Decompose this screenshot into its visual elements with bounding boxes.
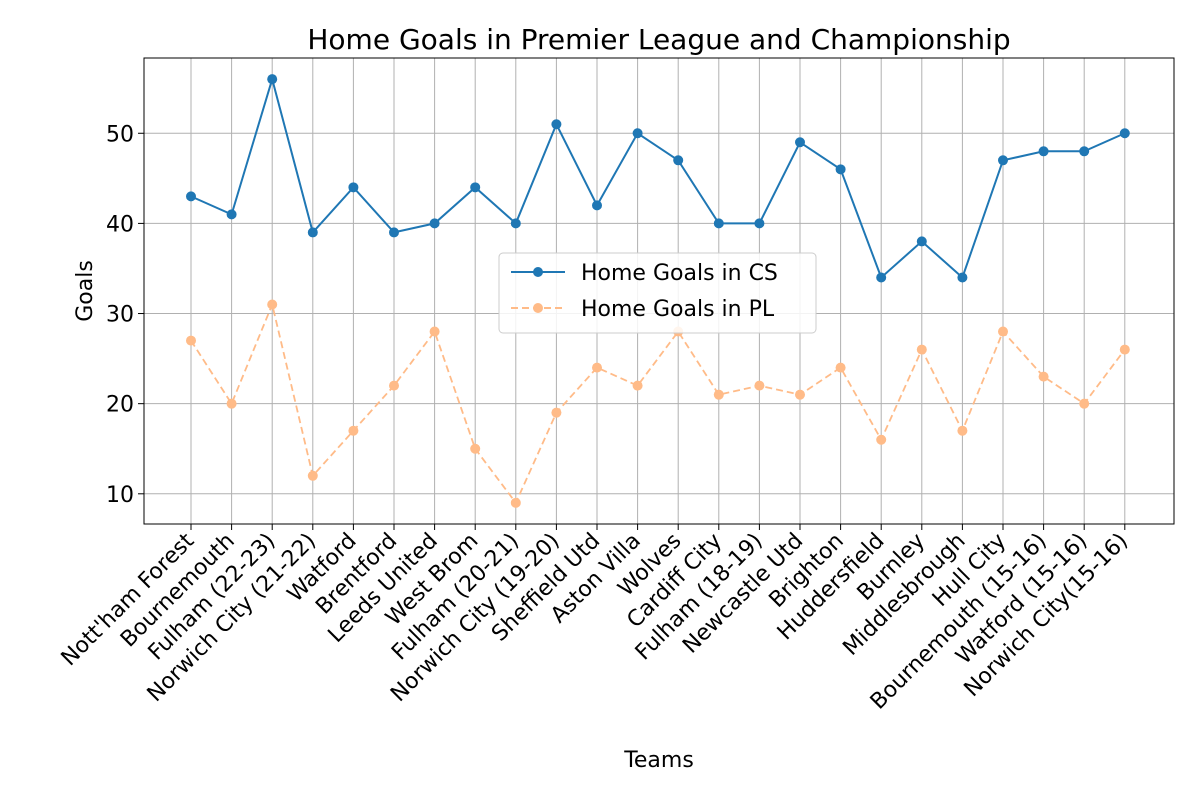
data-point: [876, 272, 887, 283]
series-1: [186, 74, 1130, 283]
data-point: [389, 227, 399, 238]
data-point: [592, 362, 602, 373]
y-tick-label: 10: [106, 483, 134, 508]
data-point: [267, 74, 278, 85]
y-axis: 10 20 30 40 50: [106, 122, 144, 508]
data-point: [673, 155, 684, 166]
y-tick-label: 20: [106, 393, 134, 418]
y-axis-label: Goals: [73, 260, 98, 322]
data-point: [389, 380, 399, 391]
data-point: [348, 425, 359, 436]
legend-swatch-marker: [533, 267, 543, 277]
data-point: [551, 119, 562, 130]
data-point: [632, 128, 643, 139]
data-point: [754, 218, 765, 229]
data-point: [510, 497, 521, 508]
data-point: [267, 299, 278, 310]
data-point: [957, 425, 968, 436]
data-point: [510, 218, 521, 229]
data-point: [186, 335, 196, 346]
data-point: [713, 218, 724, 229]
data-point: [916, 236, 927, 247]
data-point: [551, 407, 562, 418]
data-point: [876, 434, 887, 445]
data-point: [470, 182, 481, 193]
data-point: [1038, 371, 1049, 382]
data-point: [998, 155, 1008, 166]
series: [186, 74, 1130, 508]
data-point: [470, 443, 481, 454]
data-point: [998, 326, 1008, 337]
data-point: [1079, 398, 1090, 409]
series-line: [190, 301, 1126, 505]
data-point: [795, 389, 805, 400]
x-axis-label: Teams: [623, 748, 694, 773]
data-point: [226, 398, 237, 409]
y-tick-label: 30: [106, 303, 134, 328]
data-point: [186, 191, 196, 202]
data-point: [429, 218, 440, 229]
data-point: [226, 209, 237, 220]
data-point: [307, 227, 318, 238]
data-point: [1038, 146, 1049, 157]
data-point: [592, 200, 602, 211]
legend-box: [498, 252, 817, 334]
legend-label: Home Goals in CS: [581, 261, 778, 286]
data-point: [916, 344, 927, 355]
chart-title: Home Goals in Premier League and Champio…: [307, 23, 1010, 56]
data-point: [713, 389, 724, 400]
data-point: [307, 470, 318, 481]
data-point: [754, 380, 765, 391]
data-point: [835, 362, 846, 373]
legend-swatch-marker: [533, 303, 543, 313]
data-point: [1079, 146, 1090, 157]
series-2: [186, 299, 1130, 508]
data-point: [1119, 128, 1130, 139]
data-point: [957, 272, 968, 283]
series-line: [190, 75, 1126, 280]
legend-label: Home Goals in PL: [581, 297, 775, 322]
plot-area: [143, 57, 1175, 525]
data-point: [835, 164, 846, 175]
data-point: [429, 326, 440, 337]
y-tick-label: 40: [106, 212, 134, 237]
legend: Home Goals in CS Home Goals in PL: [498, 252, 817, 334]
data-point: [632, 380, 643, 391]
data-point: [348, 182, 359, 193]
data-point: [795, 137, 805, 148]
data-point: [1119, 344, 1130, 355]
y-tick-label: 50: [106, 122, 134, 147]
